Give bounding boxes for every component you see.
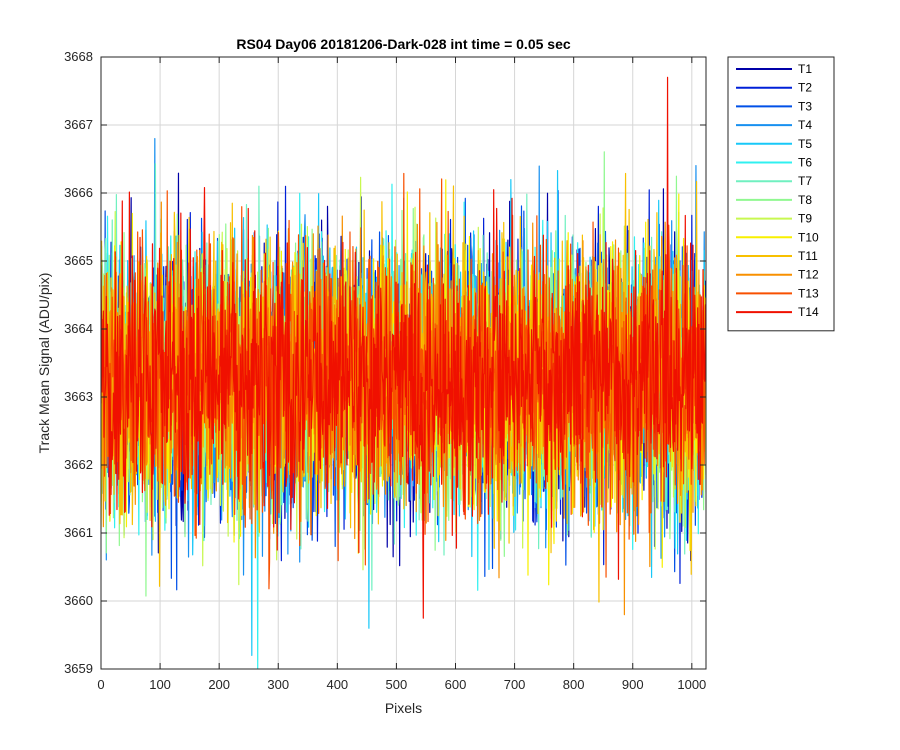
series-line-t14 bbox=[101, 76, 706, 619]
y-tick-label: 3666 bbox=[64, 185, 93, 200]
x-tick-label: 700 bbox=[504, 677, 526, 692]
legend-label-t14: T14 bbox=[798, 305, 819, 319]
legend-label-t12: T12 bbox=[798, 268, 819, 282]
legend-box bbox=[727, 56, 835, 332]
legend-label-t4: T4 bbox=[798, 118, 812, 132]
y-tick-label: 3665 bbox=[64, 253, 93, 268]
x-tick-label: 1000 bbox=[677, 677, 706, 692]
x-tick-label: 900 bbox=[622, 677, 644, 692]
legend-label-t1: T1 bbox=[798, 62, 812, 76]
y-tick-label: 3661 bbox=[64, 525, 93, 540]
y-axis-label: Track Mean Signal (ADU/pix) bbox=[36, 273, 52, 454]
axes-box bbox=[100, 56, 707, 670]
y-tick-label: 3659 bbox=[64, 661, 93, 676]
legend-label-t10: T10 bbox=[798, 230, 819, 244]
series-lines bbox=[101, 76, 706, 669]
legend-label-t3: T3 bbox=[798, 99, 812, 113]
legend-label-t6: T6 bbox=[798, 156, 812, 170]
legend-label-t13: T13 bbox=[798, 286, 819, 300]
y-axis-ticks: 3659 3660 3661 3662 3663 3664 3665 3666 3667 3668 bbox=[64, 49, 706, 676]
y-tick-label: 3664 bbox=[64, 321, 93, 336]
legend-label-t5: T5 bbox=[798, 137, 812, 151]
y-tick-label: 3668 bbox=[64, 49, 93, 64]
x-tick-label: 0 bbox=[97, 677, 104, 692]
legend: T1 T2 T3 T4 T5 T6 T7 T8 T9 T10 T11 T12 T13 T14 bbox=[727, 56, 835, 332]
legend-label-t9: T9 bbox=[798, 212, 812, 226]
x-tick-label: 500 bbox=[386, 677, 408, 692]
y-tick-label: 3667 bbox=[64, 117, 93, 132]
x-axis-ticks: 0 100 200 300 400 500 600 700 800 900 1000 bbox=[97, 57, 706, 692]
x-tick-label: 800 bbox=[563, 677, 585, 692]
y-tick-label: 3660 bbox=[64, 593, 93, 608]
x-tick-label: 300 bbox=[267, 677, 289, 692]
x-axis-label: Pixels bbox=[385, 700, 422, 716]
legend-label-t2: T2 bbox=[798, 81, 812, 95]
legend-label-t11: T11 bbox=[798, 249, 818, 263]
x-tick-label: 400 bbox=[326, 677, 348, 692]
legend-label-t7: T7 bbox=[798, 174, 812, 188]
x-tick-label: 100 bbox=[149, 677, 171, 692]
plot-area: 0 100 200 300 400 500 600 700 800 900 1000 3659 366… bbox=[64, 49, 707, 692]
x-tick-label: 600 bbox=[445, 677, 467, 692]
chart-title: RS04 Day06 20181206-Dark-028 int time = … bbox=[236, 36, 570, 52]
y-tick-label: 3663 bbox=[64, 389, 93, 404]
y-tick-label: 3662 bbox=[64, 457, 93, 472]
x-tick-label: 200 bbox=[208, 677, 230, 692]
legend-label-t8: T8 bbox=[798, 193, 812, 207]
